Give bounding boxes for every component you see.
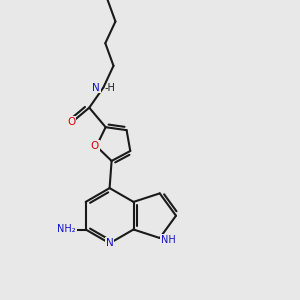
Text: O: O	[67, 117, 76, 127]
Text: NH₂: NH₂	[58, 224, 76, 235]
Text: O: O	[91, 141, 99, 151]
Text: N: N	[92, 82, 100, 92]
Text: -H: -H	[104, 83, 115, 93]
Text: N: N	[106, 238, 113, 248]
Text: NH: NH	[161, 235, 176, 244]
